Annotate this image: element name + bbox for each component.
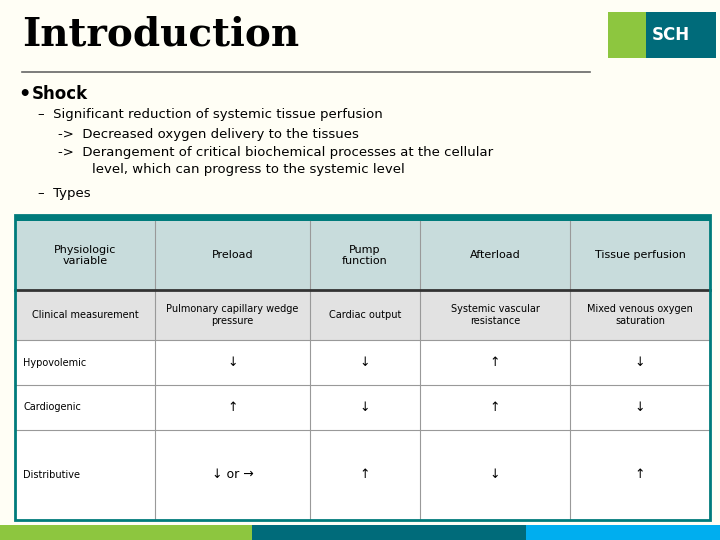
Text: Clinical measurement: Clinical measurement bbox=[32, 310, 138, 320]
Text: Introduction: Introduction bbox=[22, 15, 299, 53]
Bar bbox=[608, 12, 646, 58]
Text: level, which can progress to the systemic level: level, which can progress to the systemi… bbox=[58, 163, 405, 176]
Text: ↑: ↑ bbox=[360, 469, 370, 482]
Text: Tissue perfusion: Tissue perfusion bbox=[595, 251, 685, 260]
Bar bbox=[15, 215, 710, 221]
Bar bbox=[15, 215, 710, 520]
Bar bbox=[646, 12, 716, 58]
Text: Cardiogenic: Cardiogenic bbox=[23, 402, 81, 413]
Bar bbox=[526, 525, 720, 540]
Bar bbox=[252, 525, 526, 540]
Text: ↓ or →: ↓ or → bbox=[212, 469, 253, 482]
Text: •: • bbox=[18, 85, 30, 104]
Text: –  Types: – Types bbox=[38, 187, 91, 200]
Text: Hypovolemic: Hypovolemic bbox=[23, 357, 86, 368]
Text: ↑: ↑ bbox=[490, 401, 500, 414]
Text: ↑: ↑ bbox=[635, 469, 645, 482]
Text: ↓: ↓ bbox=[635, 356, 645, 369]
Text: Systemic vascular
resistance: Systemic vascular resistance bbox=[451, 304, 539, 326]
Text: Shock: Shock bbox=[32, 85, 88, 103]
Text: ↓: ↓ bbox=[360, 356, 370, 369]
Text: ↓: ↓ bbox=[490, 469, 500, 482]
Bar bbox=[15, 221, 710, 290]
Text: –  Significant reduction of systemic tissue perfusion: – Significant reduction of systemic tiss… bbox=[38, 108, 383, 121]
Text: ↑: ↑ bbox=[228, 401, 238, 414]
Text: Afterload: Afterload bbox=[469, 251, 521, 260]
Text: ↓: ↓ bbox=[635, 401, 645, 414]
Text: Preload: Preload bbox=[212, 251, 253, 260]
Text: ↑: ↑ bbox=[490, 356, 500, 369]
Text: ↓: ↓ bbox=[228, 356, 238, 369]
Text: Mixed venous oxygen
saturation: Mixed venous oxygen saturation bbox=[587, 304, 693, 326]
Text: Physiologic
variable: Physiologic variable bbox=[54, 245, 116, 266]
Bar bbox=[0, 525, 252, 540]
Text: SCH: SCH bbox=[652, 26, 690, 44]
Text: ->  Derangement of critical biochemical processes at the cellular: -> Derangement of critical biochemical p… bbox=[58, 146, 493, 159]
Bar bbox=[15, 340, 710, 520]
Text: ↓: ↓ bbox=[360, 401, 370, 414]
Bar bbox=[15, 290, 710, 340]
Text: ->  Decreased oxygen delivery to the tissues: -> Decreased oxygen delivery to the tiss… bbox=[58, 128, 359, 141]
Text: Pump
function: Pump function bbox=[342, 245, 388, 266]
Text: Pulmonary capillary wedge
pressure: Pulmonary capillary wedge pressure bbox=[166, 304, 299, 326]
Text: Cardiac output: Cardiac output bbox=[329, 310, 401, 320]
Text: Distributive: Distributive bbox=[23, 470, 80, 480]
